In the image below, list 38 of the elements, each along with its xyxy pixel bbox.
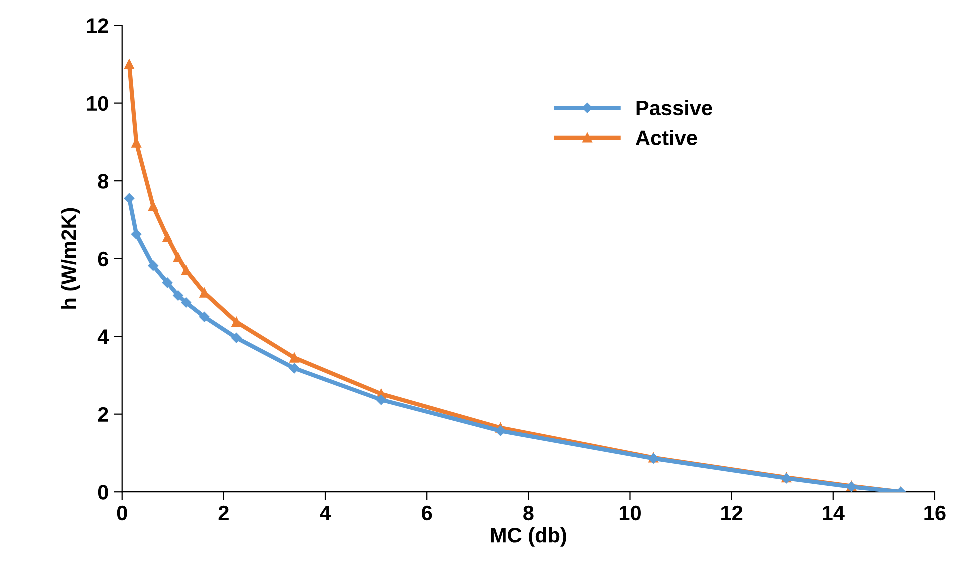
point: [232, 317, 242, 328]
point: [376, 394, 386, 406]
point: [162, 232, 172, 242]
x-tick-label: 12: [722, 506, 743, 520]
point: [232, 333, 242, 344]
point: [162, 278, 173, 288]
point: [182, 266, 192, 276]
y-tick-label: 8: [98, 174, 109, 189]
point: [148, 260, 158, 271]
x-tick-label: 6: [422, 506, 432, 521]
point: [131, 229, 142, 240]
x-tick-label: 14: [823, 506, 845, 520]
y-tick-label: 12: [87, 18, 108, 34]
y-tick-label: 10: [87, 96, 108, 112]
x-tick-label: 2: [218, 506, 229, 520]
legend-label: Passive: [636, 100, 712, 116]
point: [289, 363, 300, 374]
x-tick-label: 0: [117, 506, 128, 521]
y-tick-label: 0: [98, 485, 108, 500]
point: [181, 298, 192, 308]
y-tick-label: 6: [98, 252, 108, 267]
x-tick-label: 10: [620, 506, 641, 521]
point: [148, 201, 158, 212]
point: [200, 312, 210, 322]
point: [124, 60, 134, 70]
x-tick-label: 16: [924, 506, 946, 521]
point: [173, 252, 184, 263]
point: [173, 290, 184, 301]
y-axis-title: h (W/m2K): [61, 208, 80, 309]
legend-label: Active: [636, 130, 698, 146]
x-tick-label: 8: [524, 506, 534, 521]
y-tick-label: 2: [98, 407, 108, 422]
point: [124, 193, 135, 204]
x-tick-label: 4: [320, 506, 332, 520]
point: [496, 426, 506, 436]
point: [290, 353, 300, 363]
x-axis-title: MC (db): [491, 528, 566, 547]
y-tick-label: 4: [98, 330, 110, 344]
